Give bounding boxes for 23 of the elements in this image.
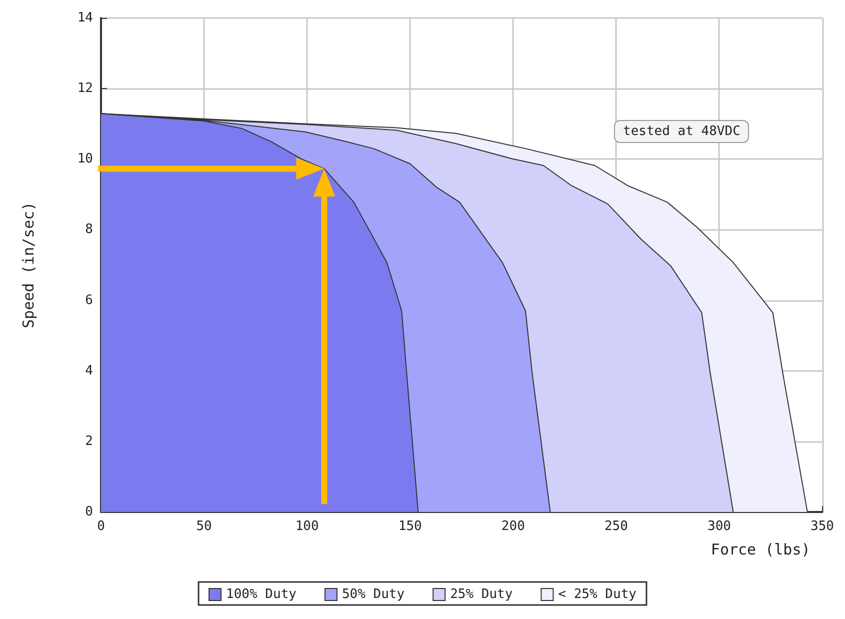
x-tick-label: 200 (501, 519, 525, 534)
x-axis-title: Force (lbs) (710, 540, 810, 558)
y-tick-label: 14 (77, 10, 94, 26)
annotation: tested at 48VDC (614, 120, 750, 143)
y-axis-title: Speed (in/sec) (20, 202, 38, 328)
x-tick-label: 300 (707, 519, 731, 534)
x-tick-label: 0 (97, 519, 105, 534)
legend-label: 25% Duty (450, 587, 513, 602)
y-tick-label: 8 (85, 222, 93, 238)
y-tick-label: 10 (77, 152, 93, 167)
legend-label: 50% Duty (342, 587, 405, 602)
y-tick-label: 6 (85, 292, 93, 308)
y-tick-label: 0 (85, 504, 93, 520)
y-tick-label: 12 (77, 81, 93, 96)
y-tick-label: 4 (85, 363, 94, 378)
x-tick-label: 50 (196, 519, 212, 534)
x-tick-label: 350 (810, 519, 834, 534)
legend-label: < 25% Duty (558, 587, 637, 602)
x-tick-label: 150 (398, 519, 422, 534)
legend-label: 100% Duty (226, 587, 297, 602)
y-tick-label: 2 (85, 434, 93, 449)
x-tick-label: 100 (295, 519, 319, 534)
x-tick-label: 250 (604, 519, 628, 534)
